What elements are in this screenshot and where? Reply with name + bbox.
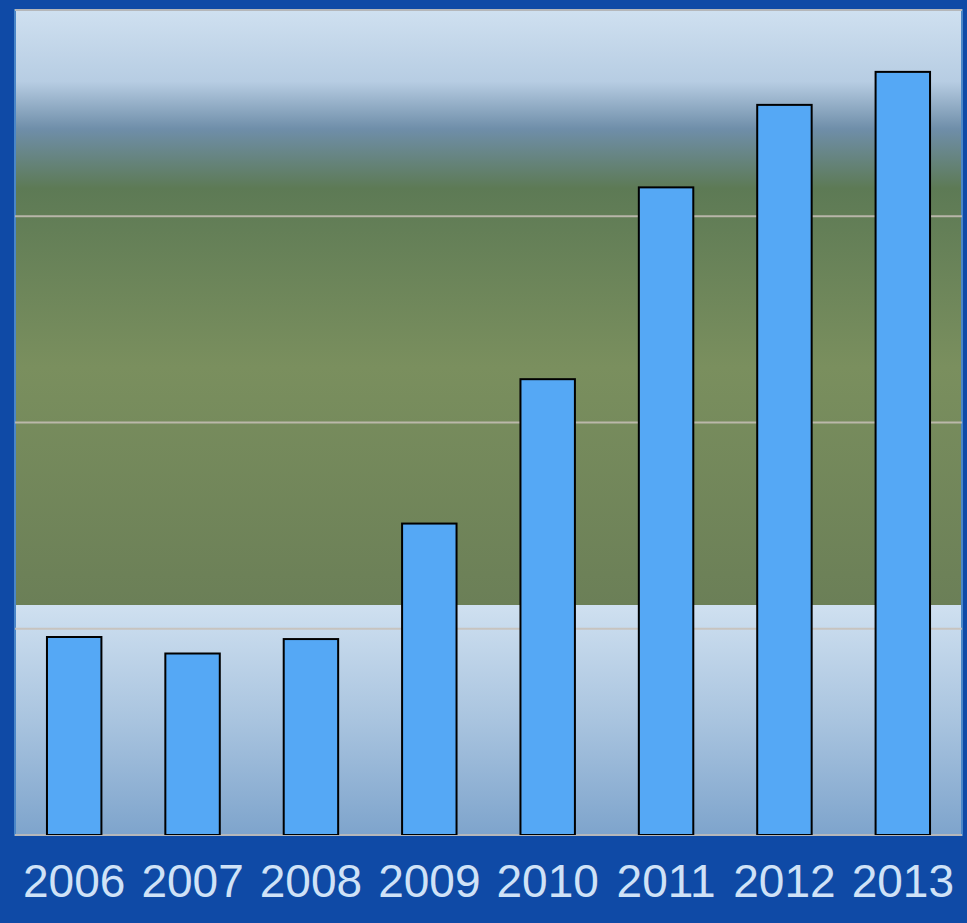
x-tick-label: 2009	[378, 855, 480, 907]
grid-line	[15, 628, 962, 630]
background-photo	[15, 10, 962, 605]
bar	[757, 105, 811, 835]
x-tick-label: 2010	[497, 855, 599, 907]
x-tick-label: 2011	[617, 855, 716, 907]
bar	[47, 637, 101, 835]
x-tick-label: 2007	[141, 855, 243, 907]
bar	[876, 72, 930, 835]
x-tick-label: 2012	[733, 855, 835, 907]
grid-line	[15, 215, 962, 217]
bars	[47, 72, 930, 835]
bar	[402, 524, 456, 835]
x-tick-label: 2008	[260, 855, 362, 907]
bar	[165, 654, 219, 836]
x-tick-label: 2006	[23, 855, 125, 907]
bar	[639, 187, 693, 835]
grid-line	[15, 9, 962, 11]
x-tick-label: 2013	[852, 855, 954, 907]
bar	[520, 379, 574, 835]
bar	[284, 639, 338, 835]
background-photo	[15, 605, 962, 835]
plot-frame	[15, 10, 962, 835]
grid-line	[15, 422, 962, 424]
chart: 2006 2007 2008 2009 2010 2011 2012 2013	[0, 0, 967, 923]
grid-line	[15, 834, 962, 836]
